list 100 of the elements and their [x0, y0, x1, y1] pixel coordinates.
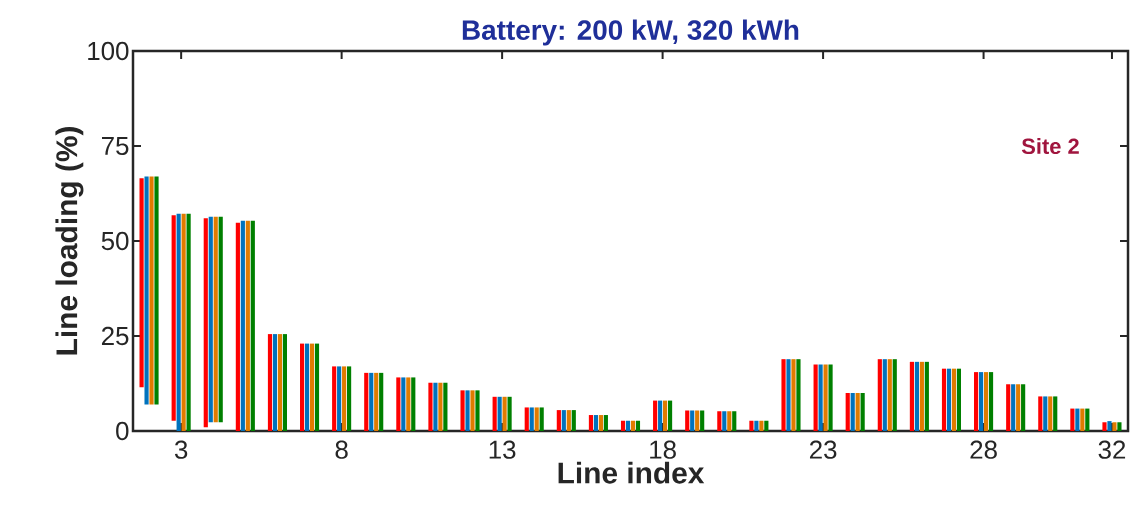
bar — [176, 213, 181, 431]
bar — [406, 377, 411, 431]
bar — [813, 364, 818, 431]
bar — [663, 400, 668, 431]
y-tick-label: 100 — [88, 41, 129, 61]
y-tick-label: 0 — [116, 421, 129, 441]
bar — [433, 382, 438, 431]
bar — [571, 410, 576, 431]
bar — [892, 359, 897, 431]
bar — [1038, 396, 1043, 431]
bar — [379, 372, 384, 431]
x-tick-label: 23 — [809, 440, 837, 459]
bar — [364, 372, 369, 431]
bar — [566, 410, 571, 431]
bar — [1043, 396, 1048, 431]
bar — [630, 420, 636, 431]
annotation: Site 2 — [1021, 137, 1079, 155]
bar — [309, 343, 315, 431]
bar — [796, 359, 801, 431]
bar — [492, 396, 497, 431]
bar — [951, 368, 957, 431]
bar — [764, 420, 769, 431]
bar — [438, 382, 443, 431]
bar — [786, 359, 791, 431]
bar — [887, 359, 892, 431]
bar — [620, 420, 626, 431]
bar — [470, 390, 475, 431]
bar — [749, 420, 754, 431]
y-tick-label: 50 — [101, 231, 129, 251]
x-tick-label: 32 — [1098, 440, 1126, 459]
bar — [860, 393, 865, 431]
y-axis-title: Line loading (%) — [55, 127, 84, 355]
bar — [529, 407, 534, 431]
bar — [1006, 384, 1011, 431]
bar — [203, 218, 208, 428]
bar — [924, 361, 929, 431]
bar — [625, 420, 631, 431]
bar — [282, 334, 287, 431]
bar — [272, 334, 278, 431]
bar — [823, 364, 828, 431]
bar — [598, 415, 603, 431]
chart-title: Battery: 200 kW, 320 kWh — [462, 19, 799, 46]
bar — [1080, 408, 1085, 431]
bar — [855, 393, 860, 431]
bar — [845, 393, 850, 431]
bar — [181, 213, 186, 431]
bar — [1070, 408, 1075, 431]
bar — [240, 220, 245, 431]
bar — [690, 410, 695, 431]
bar — [337, 366, 342, 431]
bar — [588, 415, 594, 431]
bar — [946, 368, 952, 431]
bar — [250, 220, 255, 431]
bar — [1112, 422, 1117, 431]
bar — [186, 213, 191, 431]
bar — [1011, 384, 1016, 431]
bar — [218, 216, 223, 423]
bar — [658, 400, 663, 431]
bar — [941, 368, 947, 431]
x-tick-label: 18 — [650, 440, 676, 459]
bar — [401, 377, 406, 431]
bar — [556, 410, 561, 431]
bar — [245, 220, 250, 431]
bar — [1048, 396, 1053, 431]
bar — [685, 410, 690, 431]
bar — [877, 359, 882, 431]
x-tick-label: 8 — [335, 440, 348, 459]
bar — [722, 411, 727, 431]
bar — [882, 359, 887, 431]
bar — [428, 382, 433, 431]
bar — [139, 178, 144, 388]
bar — [347, 366, 352, 431]
bar — [561, 410, 566, 431]
bar — [539, 407, 544, 431]
bar — [1016, 384, 1021, 431]
bar — [754, 420, 759, 431]
bar — [1085, 408, 1090, 431]
bar — [919, 361, 924, 431]
bar — [502, 396, 507, 431]
bar — [277, 334, 283, 431]
bar — [717, 411, 722, 431]
bar — [909, 361, 914, 431]
bar — [374, 372, 379, 431]
bar — [988, 372, 994, 431]
x-tick-label: 28 — [970, 440, 997, 459]
bar — [1107, 421, 1112, 431]
bar — [465, 390, 470, 431]
bar — [1102, 422, 1107, 431]
bar — [304, 343, 310, 431]
bar — [667, 400, 673, 431]
bar — [1117, 422, 1122, 431]
bar — [635, 420, 641, 431]
bar — [818, 364, 823, 431]
bar — [497, 396, 502, 431]
bar — [850, 393, 855, 431]
bar — [653, 400, 658, 431]
bar — [369, 372, 374, 431]
bar — [154, 176, 159, 405]
bar — [524, 407, 529, 431]
x-tick-label: 13 — [489, 440, 516, 459]
